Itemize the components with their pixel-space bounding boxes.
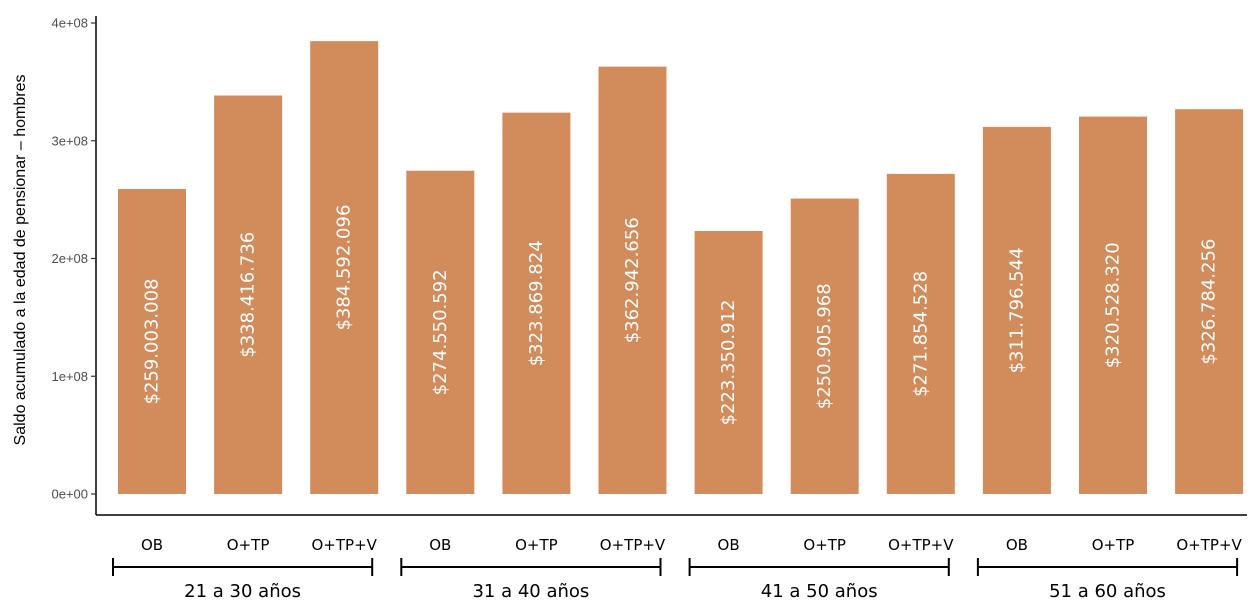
bar	[406, 170, 475, 494]
bar	[694, 231, 763, 494]
category-label: O+TP+V	[600, 536, 666, 554]
bar	[502, 112, 571, 494]
category-label: O+TP+V	[888, 536, 954, 554]
bar-value-label: $362.942.656	[622, 217, 643, 343]
category-label: O+TP	[803, 536, 846, 554]
bar	[598, 66, 667, 495]
y-axis: 0e+00 1e+08 2e+08 3e+08 4e+08	[51, 16, 97, 515]
bar-value-label: $320.528.320	[1103, 242, 1124, 368]
bar-value-label: $384.592.096	[334, 205, 355, 331]
bar-value-label: $326.784.256	[1199, 239, 1220, 365]
category-label: OB	[718, 536, 740, 554]
group-label: 51 a 60 años	[1049, 581, 1166, 602]
category-label: O+TP	[515, 536, 558, 554]
bars	[118, 41, 1244, 495]
category-label: OB	[141, 536, 163, 554]
group-label: 21 a 30 años	[184, 581, 301, 602]
group-brackets: 21 a 30 años 31 a 40 años 41 a 50 años 51 a…	[112, 558, 1239, 602]
bar-value-label: $259.003.008	[142, 279, 163, 405]
category-label: O+TP	[227, 536, 270, 554]
category-label: O+TP+V	[311, 536, 377, 554]
bar	[118, 189, 186, 494]
bar-value-label: $274.550.592	[430, 269, 451, 395]
group-label: 31 a 40 años	[472, 581, 589, 602]
y-tick-label: 0e+00	[51, 487, 88, 502]
bar	[790, 198, 859, 494]
y-tick-label: 2e+08	[51, 251, 88, 266]
category-label: O+TP+V	[1176, 536, 1242, 554]
bar	[1079, 116, 1147, 494]
y-axis-title: Saldo acumulado a la edad de pensionar –…	[12, 75, 29, 446]
bar-value-label: $323.869.824	[526, 240, 547, 366]
bar-value-label: $271.854.528	[910, 271, 931, 397]
category-label: OB	[1006, 536, 1028, 554]
category-label: OB	[429, 536, 451, 554]
bar	[1175, 109, 1244, 494]
bar-value-label: $311.796.544	[1006, 247, 1027, 373]
bar	[214, 95, 283, 495]
bar	[310, 41, 379, 494]
group-label: 41 a 50 años	[761, 581, 878, 602]
category-label: O+TP	[1092, 536, 1135, 554]
bar	[982, 126, 1051, 495]
bar-value-label: $223.350.912	[718, 300, 739, 426]
y-tick-label: 3e+08	[51, 133, 88, 148]
y-tick-label: 4e+08	[51, 16, 88, 31]
bar-value-label: $250.905.968	[814, 283, 835, 409]
bar-labels: $259.003.008 $338.416.736 $384.592.096 $274…	[142, 205, 1220, 426]
bar	[886, 173, 955, 494]
category-labels: OB O+TP O+TP+V OB O+TP O+TP+V OB O+TP O+TP+V OB O+…	[141, 536, 1243, 554]
bar-value-label: $338.416.736	[238, 232, 259, 358]
y-tick-label: 1e+08	[51, 369, 88, 384]
